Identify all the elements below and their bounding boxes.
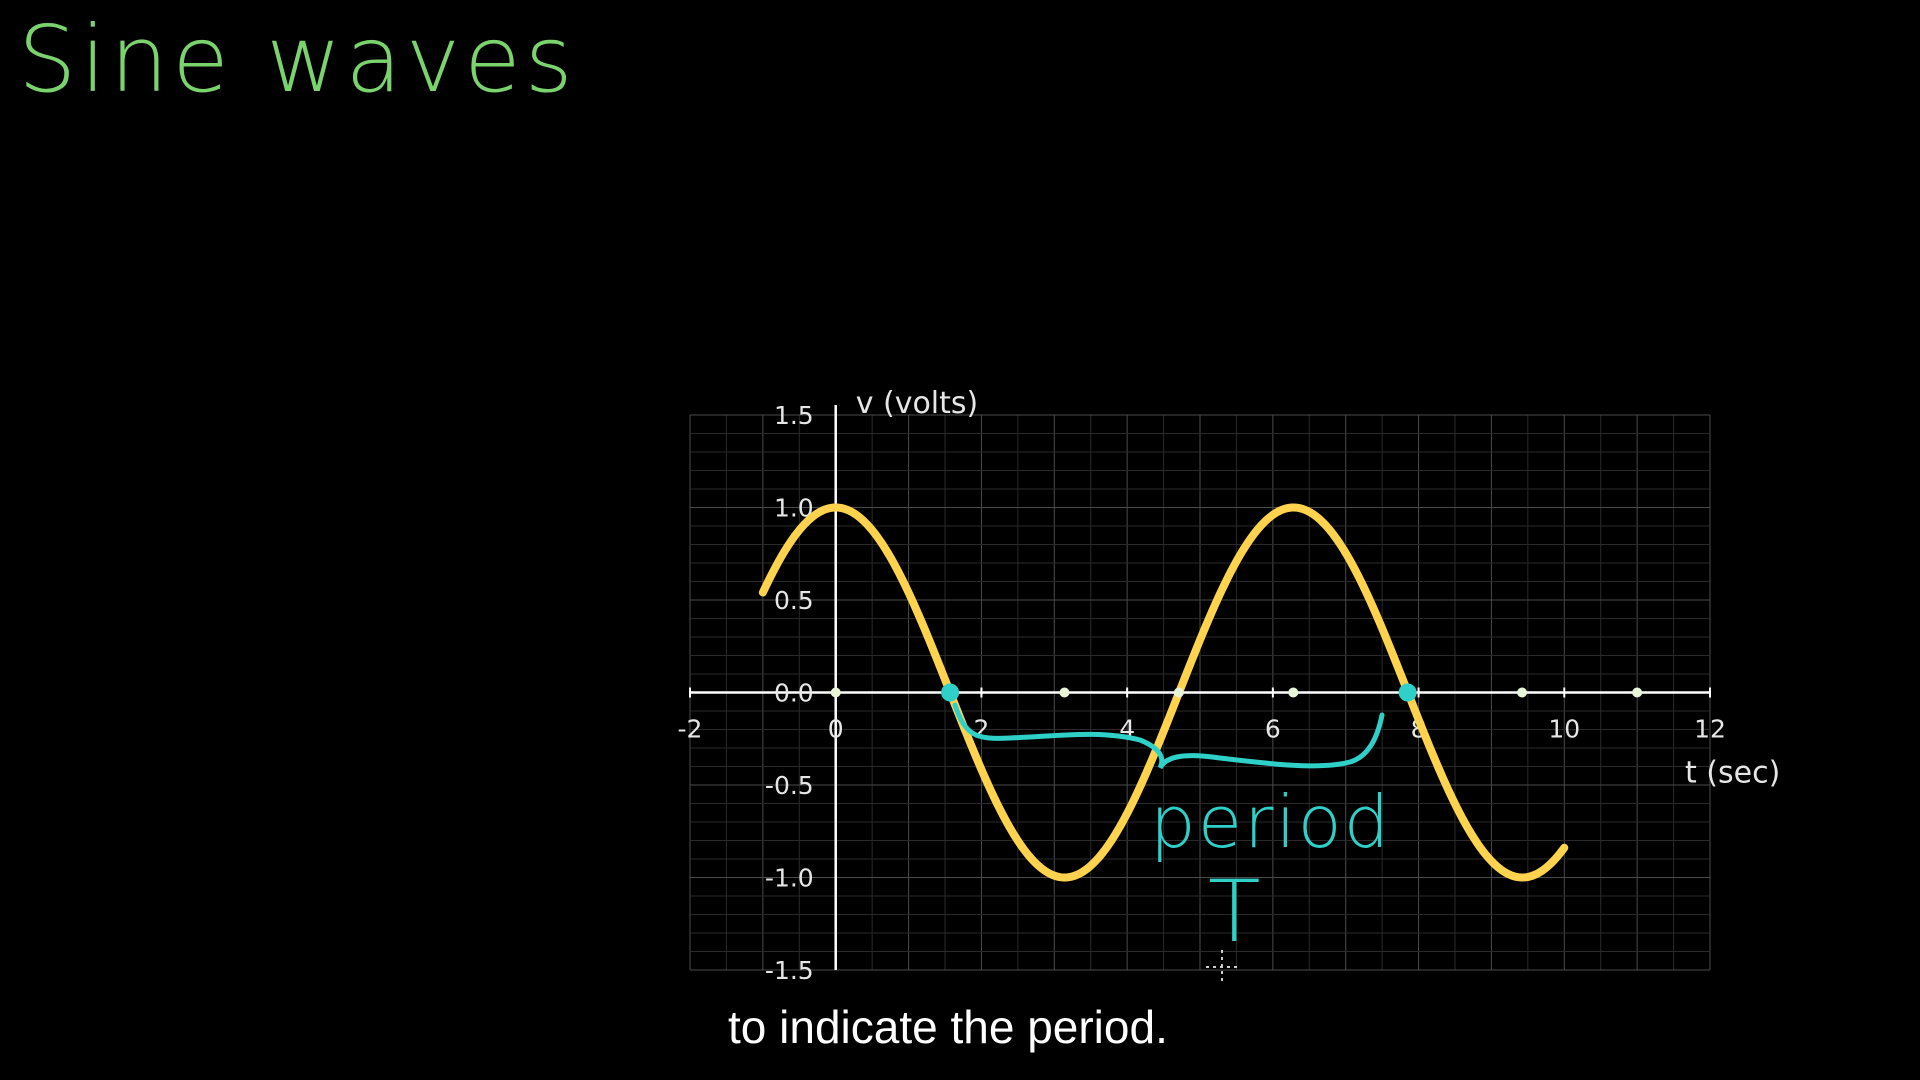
y-tick-label: -0.5 [765,771,814,800]
y-tick-label: 0.0 [774,679,814,708]
series-line [758,503,1569,882]
y-axis-label: v (volts) [856,386,979,421]
y-tick-label: -1.0 [765,864,814,893]
data-point [1059,687,1070,698]
cursor-crosshair [1206,950,1238,984]
x-tick-label: 0 [828,715,844,744]
data-point [1517,687,1528,698]
data-point [1288,687,1299,698]
annotations [952,702,1385,984]
data-point [1173,687,1184,698]
x-tick-label: 12 [1694,715,1726,744]
data-point [1632,687,1643,698]
y-tick-label: -1.5 [765,956,814,985]
series [758,503,1569,882]
page-title: Sine waves [18,6,577,113]
period-annotation: period [1150,780,1392,864]
x-tick-label: 10 [1548,715,1580,744]
data-point [830,687,841,698]
y-tick-label: 0.5 [774,586,814,615]
period-brace [952,702,1385,770]
highlighted-point [1398,683,1417,702]
x-axis-label: t (sec) [1685,756,1780,791]
x-tick-label: 6 [1265,715,1281,744]
x-tick-label: -2 [678,715,703,744]
points [830,683,1643,702]
y-tick-label: 1.5 [774,401,814,430]
highlighted-point [941,683,960,702]
period-symbol: T [1208,862,1261,962]
subtitle-caption: to indicate the period. [718,996,1178,1060]
